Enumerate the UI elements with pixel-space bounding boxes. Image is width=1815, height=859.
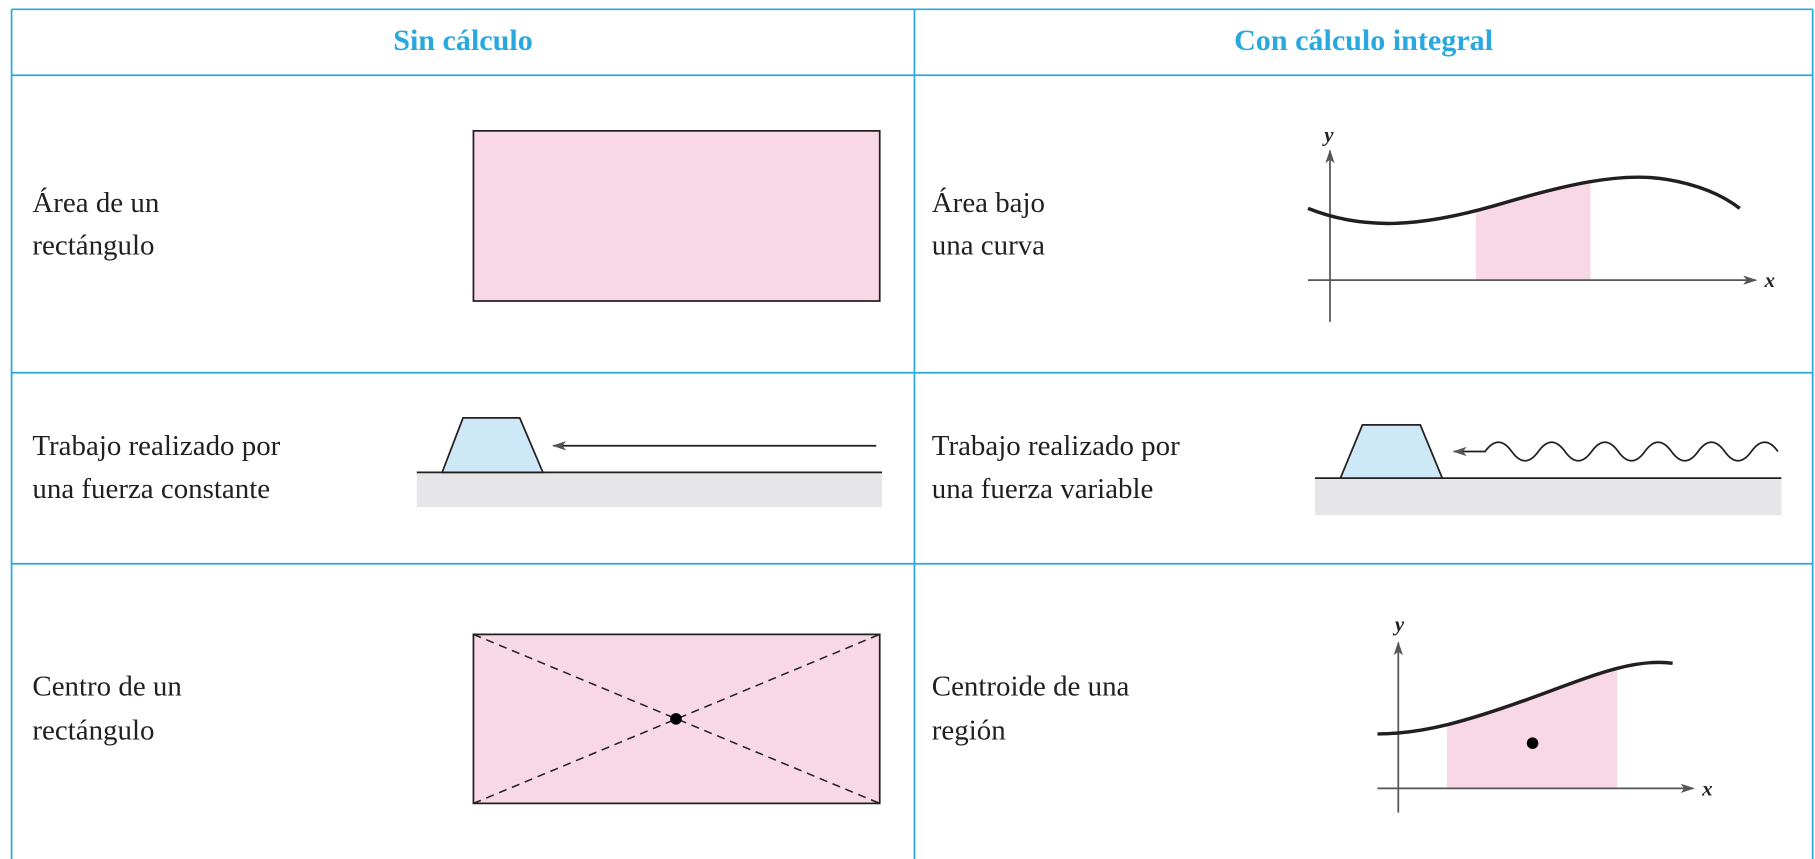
cell-text: una curva (932, 230, 1045, 262)
rectangle-diagram (472, 129, 881, 302)
cell-text: Trabajo realizado por (932, 430, 1180, 462)
cell-text: rectángulo (32, 230, 154, 262)
cell-text: una fuerza variable (932, 473, 1154, 505)
axis-label: y (1321, 122, 1334, 146)
center-point (670, 713, 682, 725)
block (440, 417, 545, 474)
shaded-area (1475, 181, 1591, 281)
curve (1307, 175, 1741, 226)
wavy-force-arrow (1452, 441, 1779, 462)
cell-text: Centro de un (32, 671, 182, 703)
ground (1314, 478, 1782, 516)
centroid-point (1526, 737, 1539, 749)
axis-label: x (1764, 268, 1775, 292)
diagonal (473, 633, 881, 805)
cell-text: Área de un (32, 186, 159, 219)
axis-label: y (1392, 612, 1405, 636)
cell-text: región (932, 715, 1006, 747)
diagonal (473, 633, 881, 805)
cell-text: Centroide de una (932, 671, 1130, 703)
axis-label: x (1701, 776, 1712, 800)
curve (1377, 660, 1673, 736)
shaded-region (1446, 668, 1618, 789)
column-header: Sin cálculo (393, 23, 533, 57)
block (1339, 424, 1444, 479)
column-header: Con cálculo integral (1234, 23, 1493, 57)
cell-text: una fuerza constante (32, 473, 270, 505)
cell-text: Área bajo (932, 186, 1045, 219)
cell-text: rectángulo (32, 715, 154, 747)
cell-text: Trabajo realizado por (32, 430, 280, 462)
ground (416, 472, 883, 508)
